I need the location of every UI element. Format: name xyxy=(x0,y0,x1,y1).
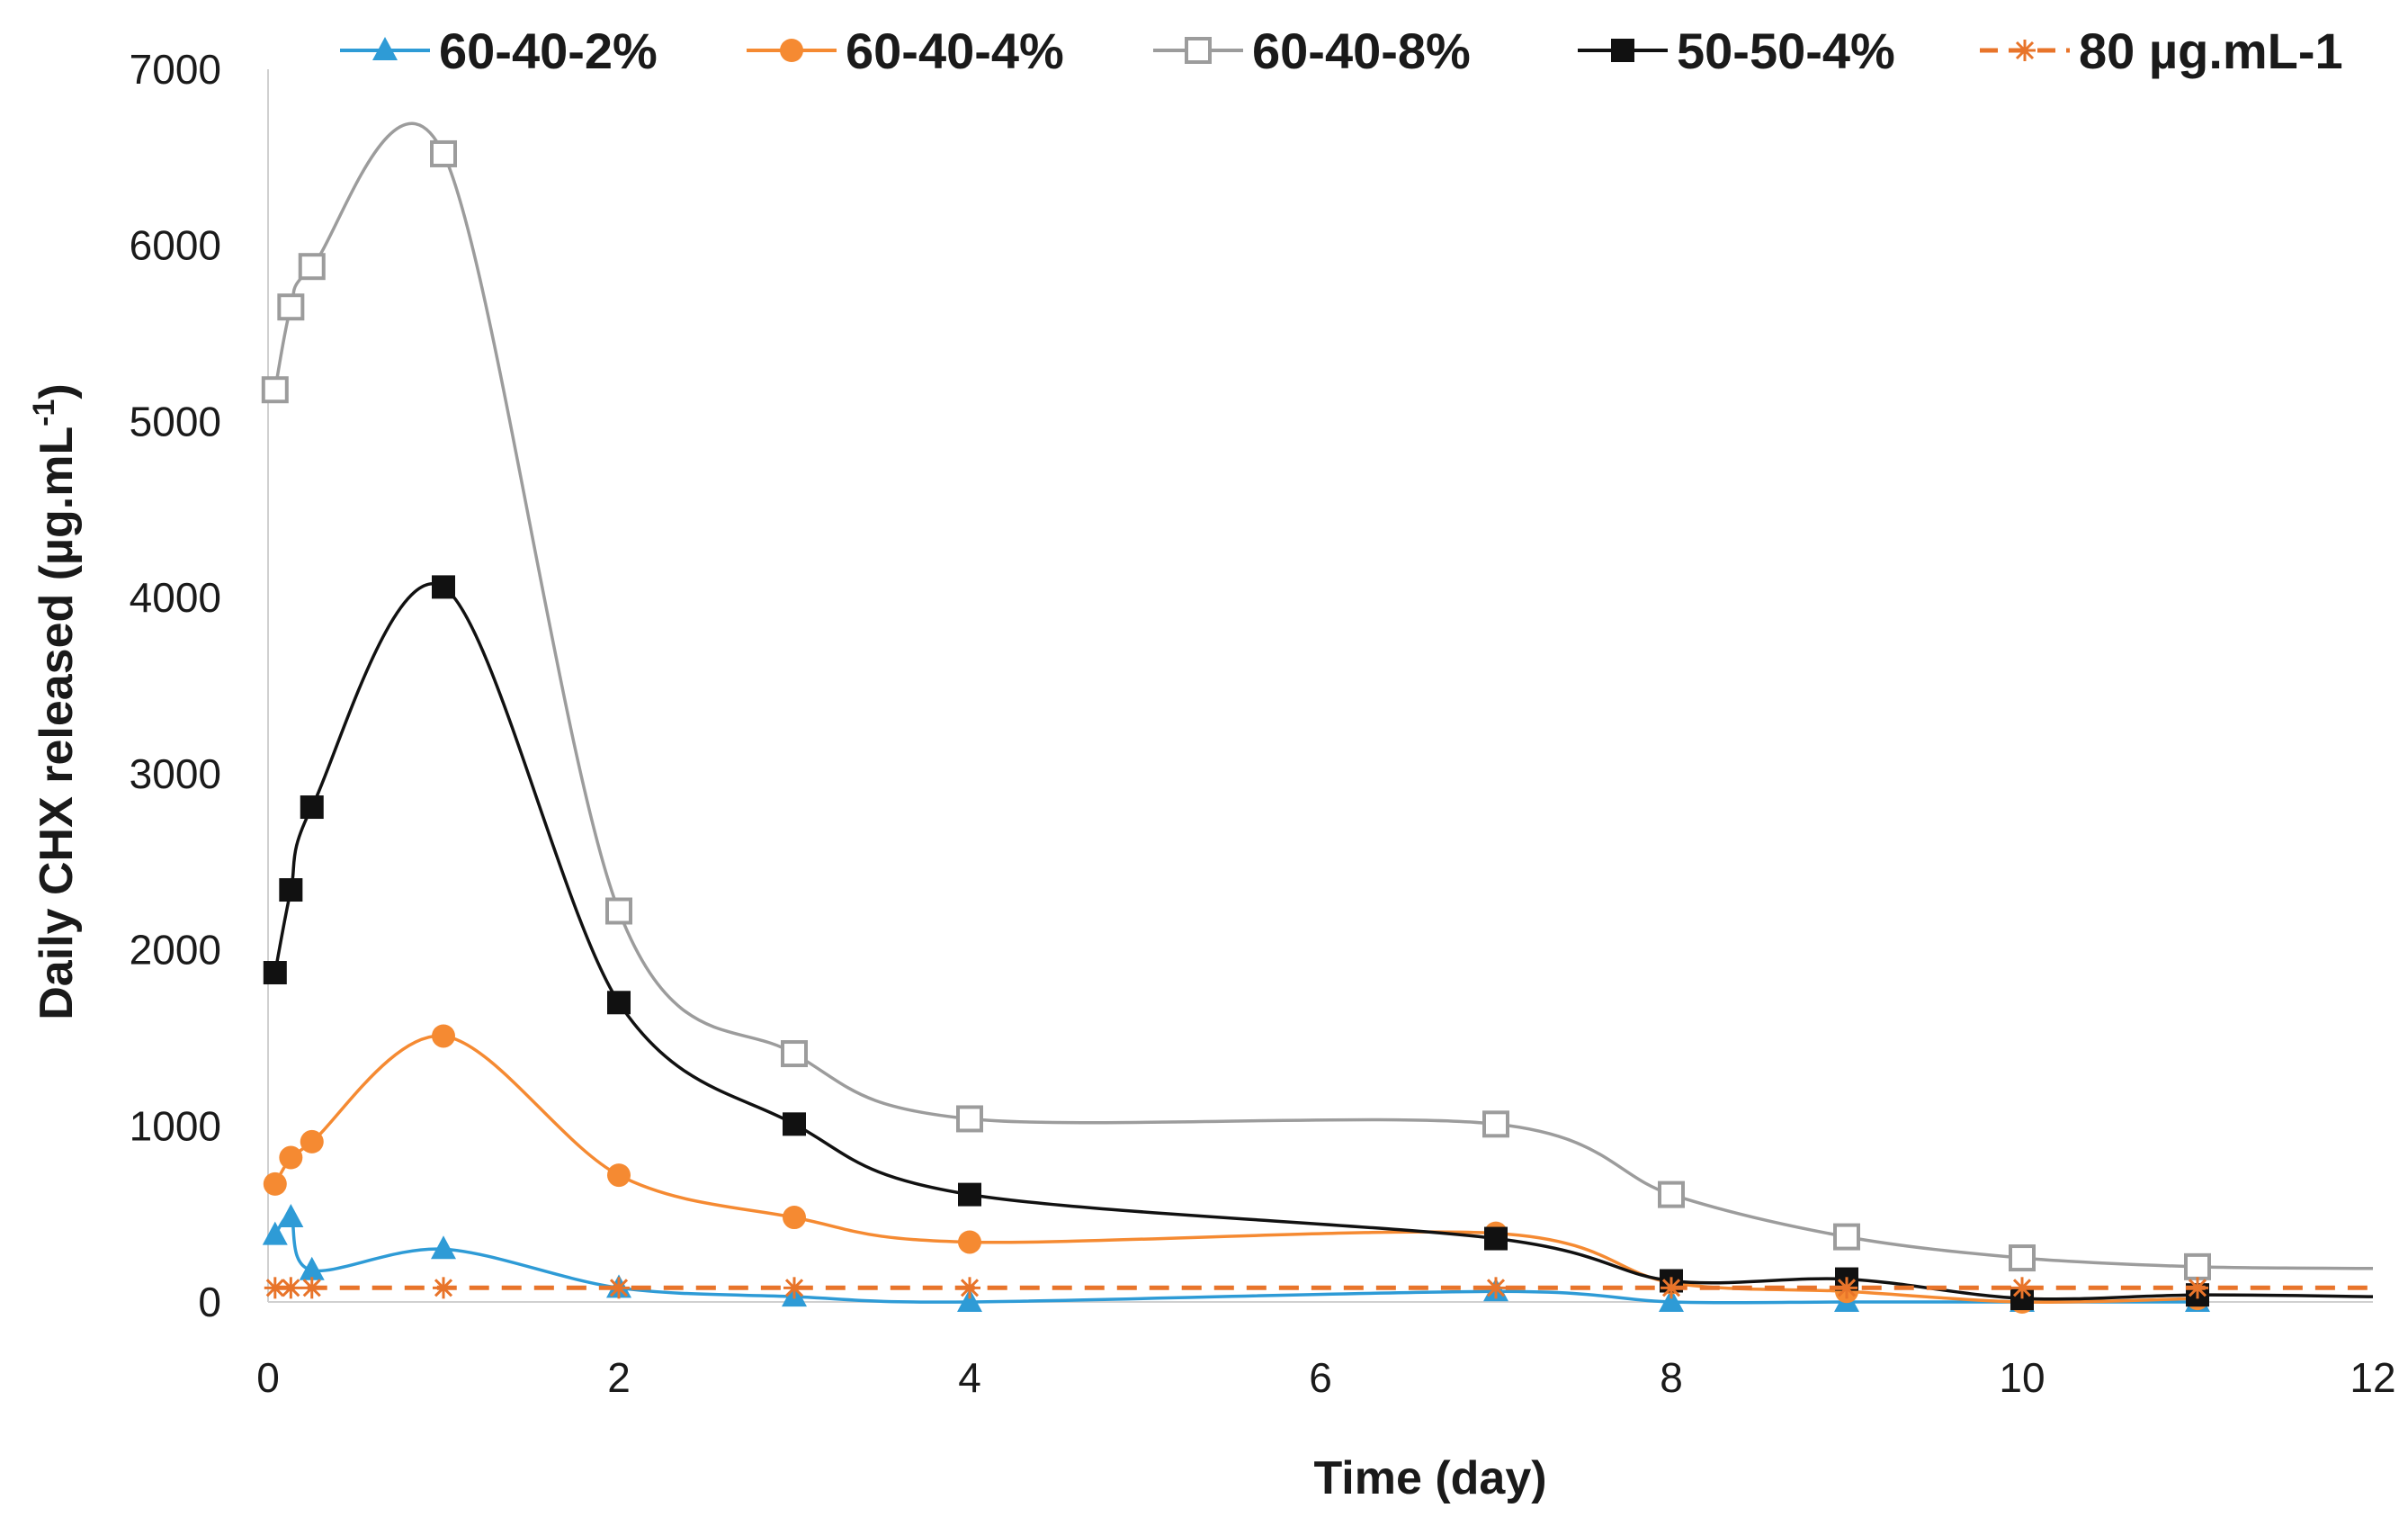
data-point xyxy=(1836,1277,1857,1298)
data-point xyxy=(1485,1277,1507,1298)
legend-item: 60-40-2% xyxy=(340,22,658,79)
data-point xyxy=(431,1235,456,1259)
data-point xyxy=(607,900,631,923)
data-point xyxy=(783,1112,806,1136)
data-point xyxy=(278,1204,303,1227)
series-2 xyxy=(264,123,2373,1279)
data-point xyxy=(958,1183,981,1207)
data-point xyxy=(432,575,455,598)
y-tick-label: 5000 xyxy=(130,398,221,444)
data-point xyxy=(958,1230,981,1253)
y-tick-label: 0 xyxy=(198,1279,221,1325)
y-tick-label: 2000 xyxy=(130,927,221,974)
data-point xyxy=(432,142,455,166)
data-point xyxy=(264,378,287,401)
legend-marker xyxy=(2014,40,2036,61)
series-line xyxy=(275,584,2373,1299)
legend-label: 60-40-4% xyxy=(846,22,1064,79)
y-tick-label: 7000 xyxy=(130,46,221,93)
data-point xyxy=(2186,1255,2209,1279)
data-point xyxy=(1484,1227,1508,1251)
data-point xyxy=(1835,1225,1858,1249)
legend-label: 60-40-8% xyxy=(1252,22,1471,79)
data-point xyxy=(783,1277,805,1298)
x-tick-label: 0 xyxy=(256,1354,280,1401)
legend-label: 50-50-4% xyxy=(1677,22,1895,79)
data-point xyxy=(300,255,324,278)
series-line xyxy=(275,123,2373,1269)
legend-marker xyxy=(1611,39,1634,62)
y-axis-title: Daily CHX released (µg.mL-1) xyxy=(27,383,83,1020)
data-point xyxy=(2187,1277,2208,1298)
legend-item: 60-40-4% xyxy=(747,22,1064,79)
legend-item: 60-40-8% xyxy=(1153,22,1471,79)
legend-item: 80 µg.mL-1 xyxy=(1980,22,2343,79)
data-point xyxy=(2010,1246,2034,1270)
x-tick-label: 10 xyxy=(1999,1354,2045,1401)
data-point xyxy=(279,878,302,902)
legend: 60-40-2% 60-40-4% 60-40-8% 50-50-4% 80 µg.mL… xyxy=(340,22,2343,79)
y-tick-label: 4000 xyxy=(130,574,221,621)
axes-layer xyxy=(268,69,2373,1302)
data-point xyxy=(279,1146,302,1170)
series-line xyxy=(275,1036,2198,1302)
data-point xyxy=(300,795,324,819)
series-layer xyxy=(263,123,2373,1314)
data-point xyxy=(300,1257,325,1280)
y-tick-label: 6000 xyxy=(130,222,221,269)
data-point xyxy=(2011,1277,2033,1298)
legend-label: 80 µg.mL-1 xyxy=(2079,22,2343,79)
data-point xyxy=(1484,1112,1508,1136)
data-point xyxy=(958,1107,981,1130)
line-chart: 0 1000 2000 3000 4000 5000 6000 7000 0 2 4 6 8 10 12 T… xyxy=(0,0,2408,1526)
legend-marker xyxy=(780,39,803,62)
series-1 xyxy=(264,1024,2209,1314)
data-point xyxy=(279,295,302,319)
x-tick-label: 2 xyxy=(607,1354,631,1401)
y-axis-title-main: Daily CHX released (µg.mL xyxy=(31,426,83,1020)
data-point xyxy=(607,1163,631,1187)
data-point xyxy=(608,1277,630,1298)
x-tick-label: 8 xyxy=(1660,1354,1683,1401)
data-point xyxy=(264,1172,287,1196)
data-point xyxy=(264,961,287,984)
data-point xyxy=(280,1277,301,1298)
data-point xyxy=(783,1206,806,1229)
data-point xyxy=(607,991,631,1014)
series-3 xyxy=(264,575,2373,1310)
data-point xyxy=(783,1042,806,1065)
legend-marker xyxy=(1186,39,1210,62)
y-axis-title-close: ) xyxy=(31,383,83,399)
data-point xyxy=(433,1277,454,1298)
data-point xyxy=(301,1277,323,1298)
data-point xyxy=(1661,1277,1682,1298)
data-point xyxy=(959,1277,980,1298)
y-axis-title-superscript: -1 xyxy=(27,399,61,426)
data-point xyxy=(1660,1183,1683,1207)
legend-label: 60-40-2% xyxy=(439,22,658,79)
x-tick-label: 12 xyxy=(2350,1354,2395,1401)
data-point xyxy=(432,1024,455,1047)
x-axis-title: Time (day) xyxy=(1313,1452,1546,1504)
tick-labels: 0 1000 2000 3000 4000 5000 6000 7000 0 2 4 6 8 10 12 xyxy=(130,46,2396,1401)
x-tick-label: 6 xyxy=(1309,1354,1332,1401)
y-tick-label: 3000 xyxy=(130,750,221,797)
data-point xyxy=(300,1130,324,1153)
y-tick-label: 1000 xyxy=(130,1102,221,1149)
x-tick-label: 4 xyxy=(958,1354,981,1401)
legend-item: 50-50-4% xyxy=(1578,22,1895,79)
